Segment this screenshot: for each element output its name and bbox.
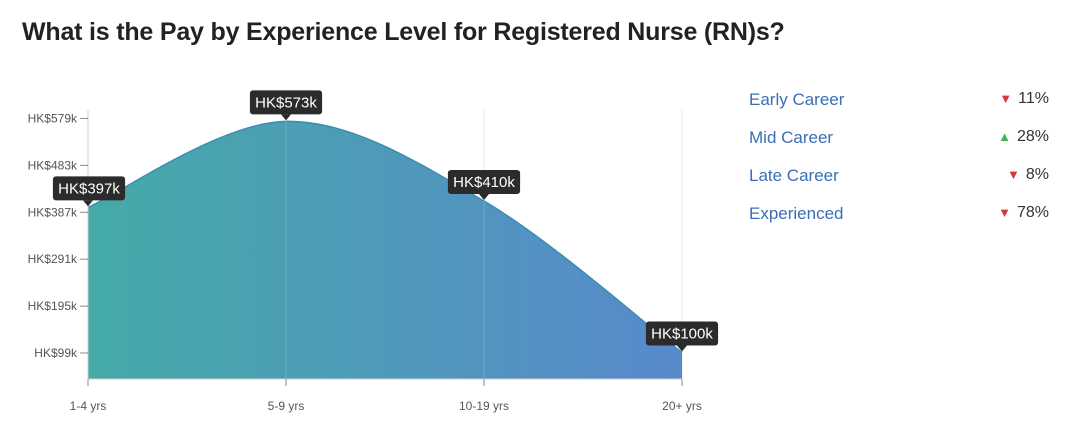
x-tick-label: 5-9 yrs [268, 399, 305, 413]
y-tick-label: HK$99k [34, 346, 78, 360]
down-arrow-icon: ▼ [998, 205, 1011, 220]
experience-legend: Early Career ▼ 11% Mid Career ▲ 28% Late C… [749, 88, 1049, 240]
y-tick-label: HK$579k [28, 111, 78, 125]
value-label: HK$410k [447, 170, 521, 201]
value-label: HK$573k [249, 90, 323, 121]
value-label-box [52, 176, 126, 201]
y-tick-label: HK$387k [28, 205, 78, 219]
value-label-box [645, 321, 719, 346]
legend-label: Late Career [749, 166, 839, 185]
down-arrow-icon: ▼ [1007, 167, 1020, 182]
legend-label: Early Career [749, 90, 845, 109]
legend-label: Experienced [749, 204, 844, 223]
legend-change: ▼ 78% [998, 204, 1049, 222]
chart-title: What is the Pay by Experience Level for … [22, 18, 785, 46]
down-arrow-icon: ▼ [999, 91, 1013, 106]
value-label-pointer [677, 345, 687, 352]
pay-line [87, 120, 683, 354]
legend-item-experienced[interactable]: Experienced ▼ 78% [749, 202, 1049, 240]
value-label-text: HK$573k [255, 94, 317, 111]
value-label-text: HK$410k [453, 174, 515, 191]
y-tick-label: HK$195k [28, 299, 78, 313]
value-label-pointer [83, 200, 93, 207]
x-tick-label: 10-19 yrs [459, 399, 509, 413]
value-label-text: HK$397k [58, 180, 120, 197]
up-arrow-icon: ▲ [998, 129, 1011, 144]
legend-percent: 28% [1016, 128, 1049, 145]
legend-label: Mid Career [749, 128, 834, 147]
value-label-box [447, 170, 521, 195]
legend-percent: 8% [1025, 166, 1049, 183]
y-tick-label: HK$483k [28, 158, 78, 172]
value-label-pointer [281, 114, 291, 121]
value-label-text: HK$100k [651, 326, 713, 343]
x-tick-label: 20+ yrs [662, 399, 702, 413]
legend-percent: 11% [1018, 90, 1049, 107]
value-label: HK$100k [645, 321, 719, 352]
y-tick-label: HK$291k [28, 252, 78, 266]
value-label: HK$397k [52, 176, 126, 207]
value-label-box [249, 90, 323, 115]
legend-change: ▼ 11% [999, 90, 1049, 108]
value-label-pointer [479, 194, 489, 201]
legend-item-late-career[interactable]: Late Career ▼ 8% [749, 164, 1049, 202]
legend-change: ▲ 28% [998, 128, 1049, 146]
legend-change: ▼ 8% [1007, 166, 1049, 184]
pay-area [88, 121, 682, 379]
x-tick-label: 1-4 yrs [70, 399, 107, 413]
legend-item-early-career[interactable]: Early Career ▼ 11% [749, 88, 1049, 126]
legend-item-mid-career[interactable]: Mid Career ▲ 28% [749, 126, 1049, 164]
legend-percent: 78% [1016, 204, 1049, 221]
